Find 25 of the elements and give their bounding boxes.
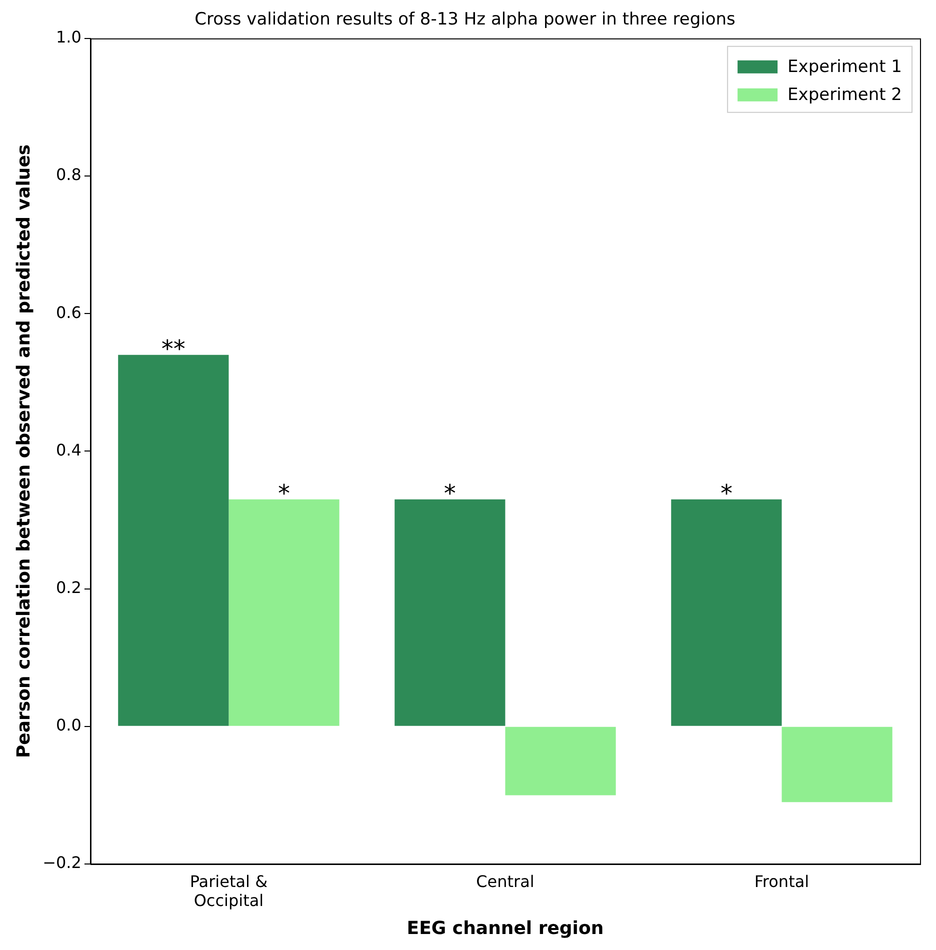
chart-title: Cross validation results of 8-13 Hz alpha power in three regions xyxy=(194,10,736,30)
y-tick-label: 0.2 xyxy=(56,578,82,597)
bar xyxy=(505,726,616,796)
annotation: * xyxy=(720,480,732,508)
bar xyxy=(118,354,229,726)
y-tick-label: 0.4 xyxy=(56,440,82,460)
bar xyxy=(671,499,782,726)
x-axis-title: EEG channel region xyxy=(406,918,604,939)
bar xyxy=(394,499,506,726)
y-tick-label: 0.0 xyxy=(56,716,82,735)
x-tick-label: Central xyxy=(476,872,534,891)
annotation: * xyxy=(444,480,456,508)
legend-label: Experiment 1 xyxy=(788,56,902,77)
y-tick-label: 0.6 xyxy=(56,302,82,322)
y-tick-label: 1.0 xyxy=(56,28,82,47)
annotation: * xyxy=(278,480,290,508)
y-tick-label: −0.2 xyxy=(42,853,82,872)
legend-label: Experiment 2 xyxy=(788,84,902,105)
bar xyxy=(782,726,892,802)
bar xyxy=(228,499,340,726)
y-axis-title: Pearson correlation between observed and predicted values xyxy=(13,144,34,758)
y-tick-label: 0.8 xyxy=(56,165,82,184)
x-tick-label: Frontal xyxy=(754,872,810,891)
x-tick-label: Parietal & Occipital xyxy=(190,872,268,910)
annotation: ** xyxy=(161,335,186,364)
